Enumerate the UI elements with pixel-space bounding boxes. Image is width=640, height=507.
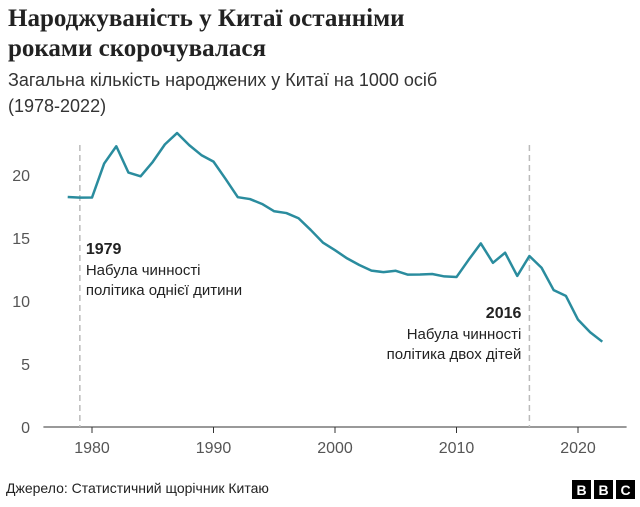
subtitle: Загальна кількість народжених у Китаї на… xyxy=(8,70,437,90)
logo-letter: C xyxy=(620,482,630,498)
y-tick-label: 20 xyxy=(12,168,30,185)
x-tick-label: 1990 xyxy=(196,440,232,457)
annotation-text: Набула чинності xyxy=(407,326,522,343)
chart-title: Народжуваність у Китаї останніми xyxy=(8,5,405,32)
logo-box xyxy=(594,480,613,499)
y-tick-label: 0 xyxy=(21,420,30,437)
y-tick-label: 5 xyxy=(21,357,30,374)
annotation-title: 1979 xyxy=(86,241,122,258)
chart-title: роками скорочувалася xyxy=(8,35,266,62)
y-tick-label: 15 xyxy=(12,231,30,248)
annotation-text: політика однієї дитини xyxy=(86,282,242,299)
annotation-text: Набула чинності xyxy=(86,262,201,279)
logo-box xyxy=(572,480,591,499)
x-tick-label: 2000 xyxy=(317,440,353,457)
logo-letter: B xyxy=(576,482,586,498)
logo-box xyxy=(616,480,635,499)
source: Джерело: Статистичний щорічник Китаю xyxy=(6,480,269,496)
x-tick-label: 1980 xyxy=(74,440,110,457)
annotation-text: політика двох дітей xyxy=(387,346,522,363)
x-tick-label: 2010 xyxy=(439,440,475,457)
subtitle: (1978-2022) xyxy=(8,96,106,116)
data-line xyxy=(67,131,604,343)
x-tick-label: 2020 xyxy=(560,440,596,457)
annotation-title: 2016 xyxy=(486,305,522,322)
y-tick-label: 10 xyxy=(12,294,30,311)
logo-letter: B xyxy=(598,482,608,498)
